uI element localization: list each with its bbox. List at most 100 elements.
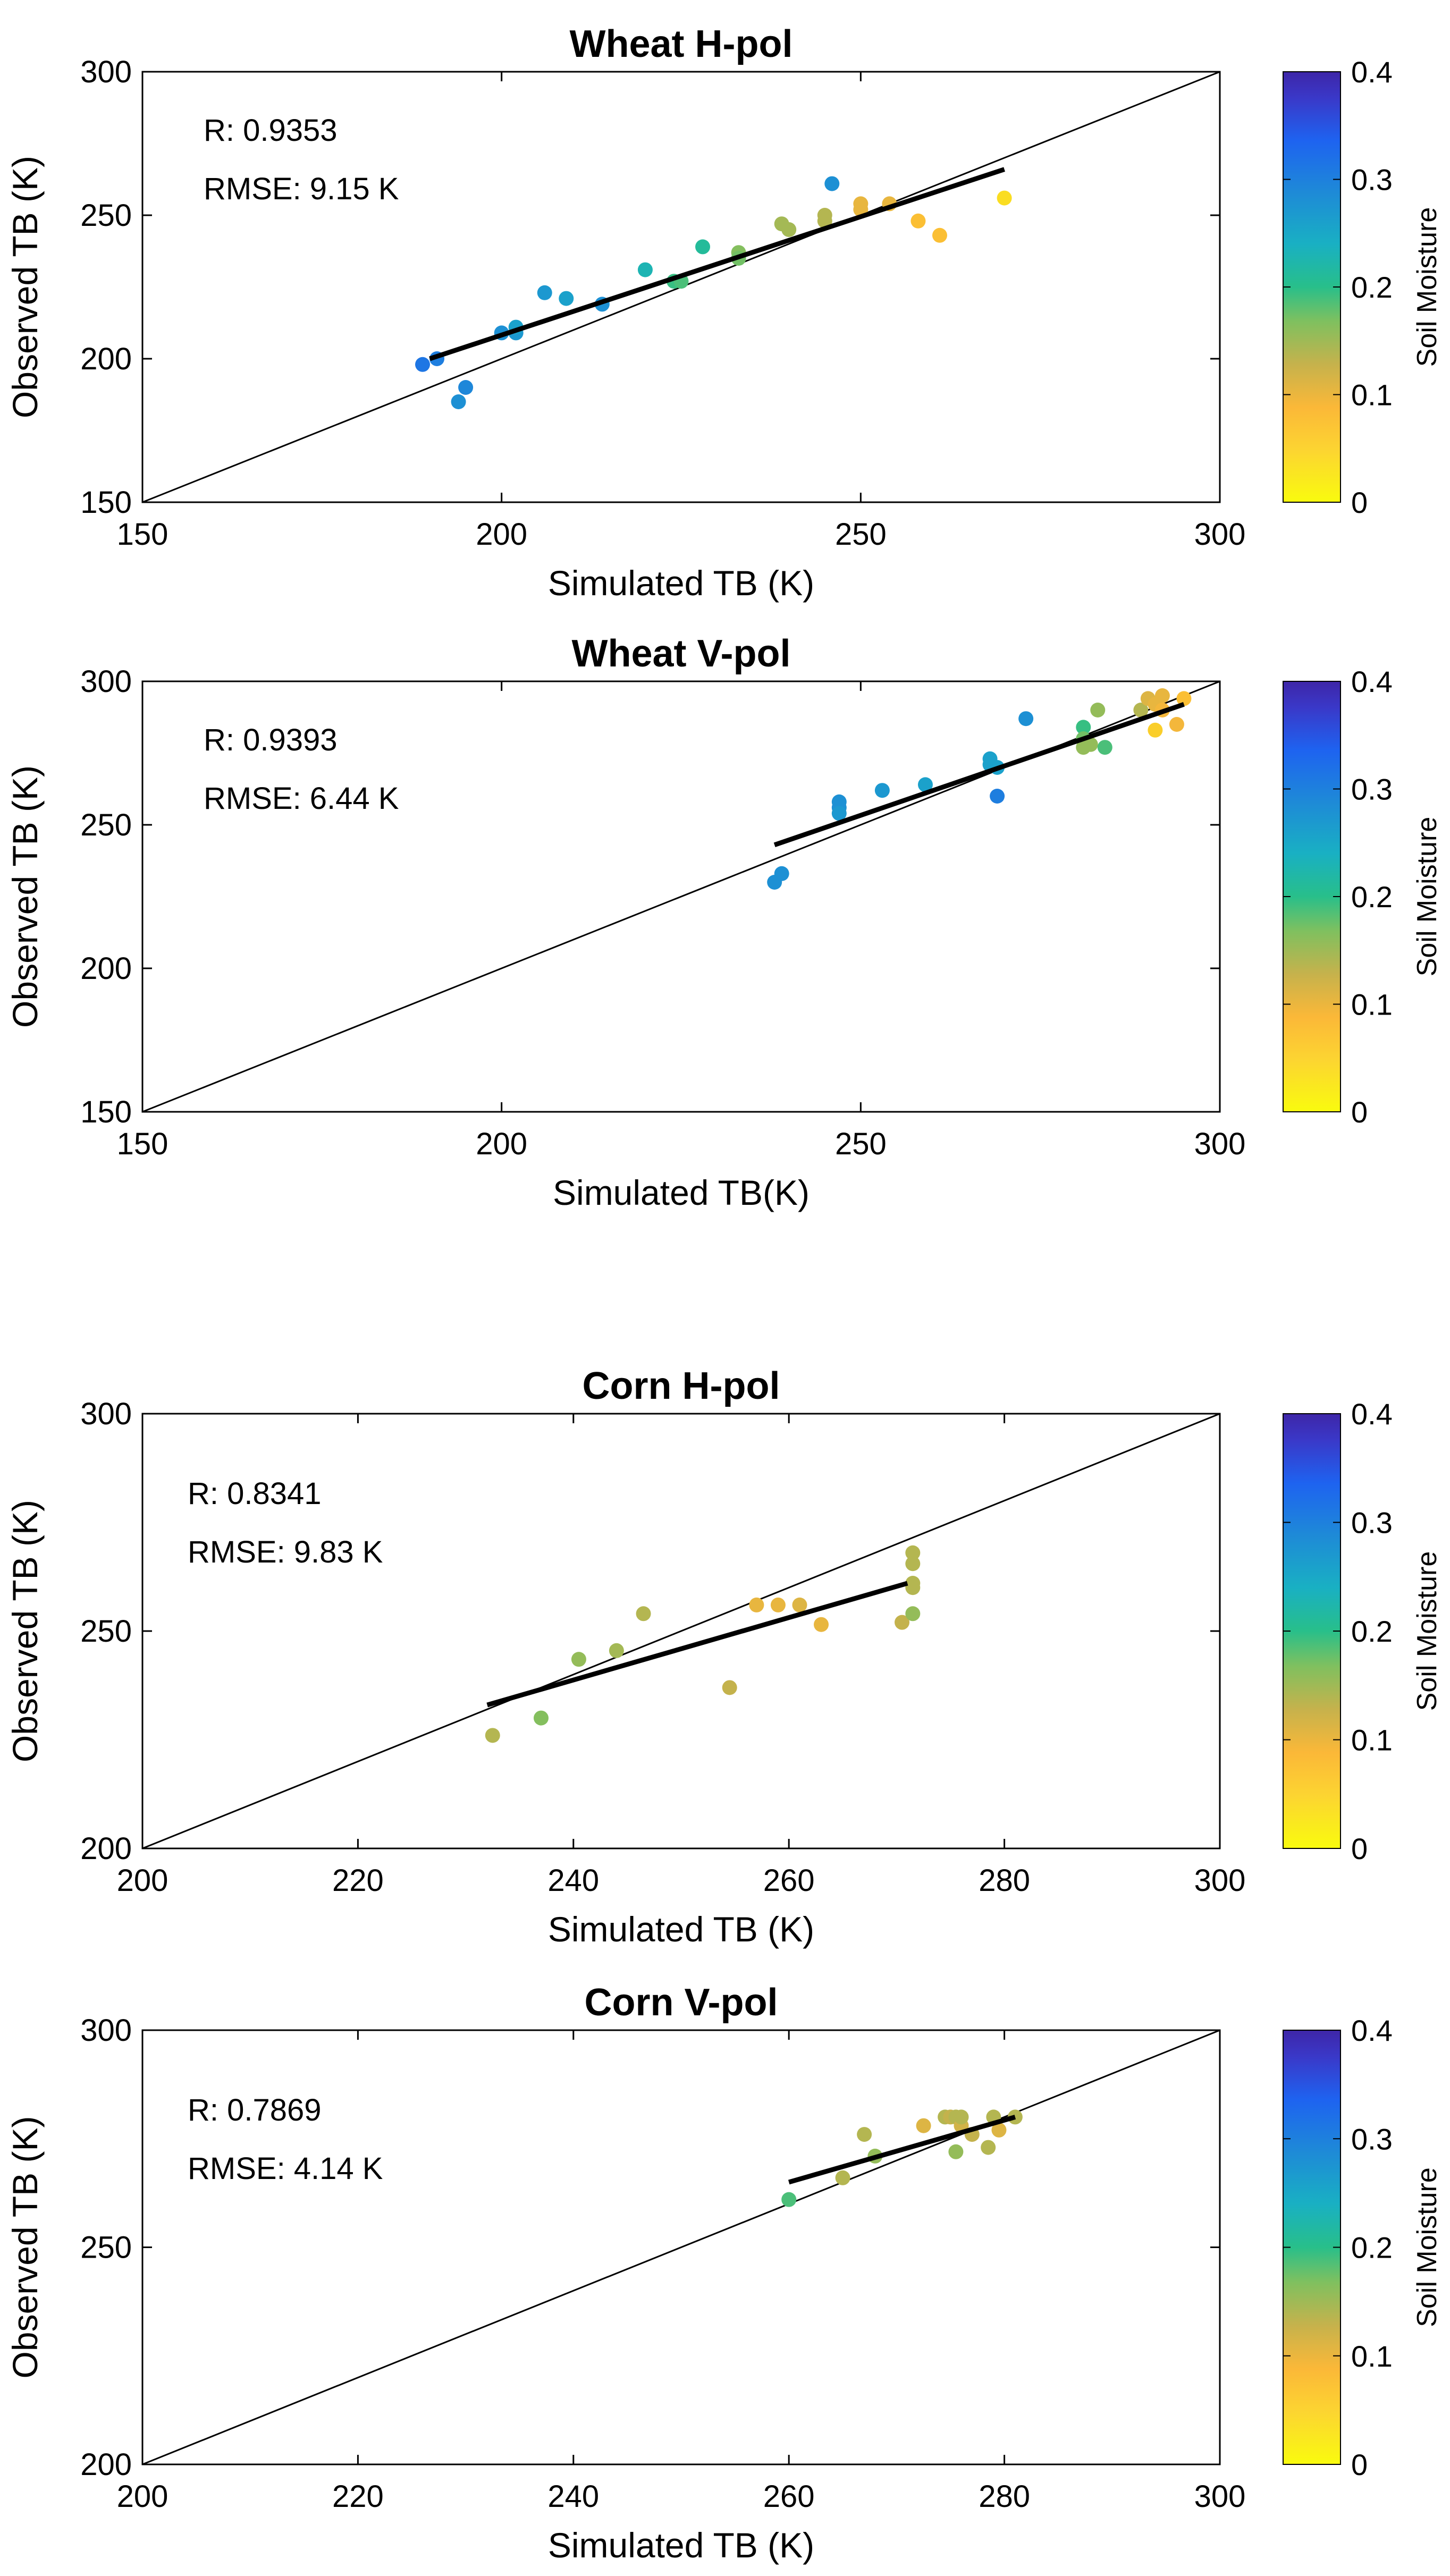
data-point (948, 2144, 964, 2159)
y-tick-label: 300 (80, 2013, 132, 2048)
colorbar-tick-label: 0 (1351, 1832, 1368, 1865)
x-tick-label: 260 (763, 2479, 815, 2514)
r-annotation: R: 0.9353 (204, 113, 338, 148)
data-point (1176, 691, 1192, 706)
data-point (749, 1597, 764, 1612)
x-tick-label: 200 (476, 517, 527, 552)
data-point (835, 2170, 850, 2185)
x-tick-label: 280 (979, 2479, 1030, 2514)
regression-line (788, 2115, 1016, 2185)
x-tick-label: 220 (332, 2479, 384, 2514)
x-tick-label: 150 (117, 1127, 168, 1161)
data-point (537, 285, 552, 300)
data-point (559, 291, 574, 306)
regression-line (486, 1581, 908, 1708)
y-tick-label: 250 (80, 808, 132, 842)
data-point (857, 2127, 872, 2142)
x-axis-label: Simulated TB(K) (553, 1173, 810, 1212)
one-to-one-line (142, 2029, 1220, 2465)
x-tick-label: 200 (117, 1863, 168, 1898)
y-tick-label: 250 (80, 198, 132, 233)
colorbar-tick-label: 0.3 (1351, 2122, 1393, 2156)
data-point (1148, 722, 1163, 738)
colorbar (1283, 681, 1341, 1112)
data-point (905, 1606, 921, 1621)
y-tick-label: 200 (80, 951, 132, 986)
colorbar-label: Soil Moisture (1412, 817, 1443, 977)
y-tick-label: 200 (80, 1831, 132, 1866)
x-tick-label: 300 (1194, 2479, 1246, 2514)
panel-0: Wheat H-pol 150 200 250 300 150 200 250 300 Simul… (5, 23, 1443, 603)
data-point (781, 2192, 797, 2207)
y-axis-label: Observed TB (K) (5, 2116, 45, 2379)
data-point (1083, 737, 1098, 752)
colorbar-tick-label: 0.1 (1351, 1724, 1393, 1757)
y-axis-label: Observed TB (K) (5, 156, 45, 418)
data-point (781, 222, 797, 237)
data-point (824, 176, 840, 191)
data-point (1097, 740, 1112, 755)
data-point (571, 1652, 586, 1667)
data-point (695, 239, 711, 255)
y-tick-label: 300 (80, 55, 132, 89)
data-point (990, 789, 1005, 804)
colorbar (1283, 71, 1341, 503)
x-tick-label: 150 (117, 517, 168, 552)
y-tick-label: 200 (80, 2447, 132, 2482)
colorbar-tick-label: 0.2 (1351, 271, 1393, 304)
rmse-annotation: RMSE: 9.15 K (204, 172, 399, 206)
regression-line (773, 702, 1185, 848)
x-tick-label: 250 (835, 517, 887, 552)
data-point (917, 777, 933, 792)
r-annotation: R: 0.8341 (188, 1476, 322, 1511)
data-point (533, 1710, 549, 1726)
plot-area (141, 71, 1221, 503)
x-tick-label: 220 (332, 1863, 384, 1898)
data-point (722, 1680, 737, 1695)
data-point (774, 866, 789, 881)
colorbar-tick-label: 0.1 (1351, 988, 1393, 1021)
x-tick-label: 240 (547, 1863, 599, 1898)
y-axis-label: Observed TB (K) (5, 1500, 45, 1762)
data-point (485, 1728, 500, 1743)
data-point (1154, 688, 1170, 703)
data-point (1090, 703, 1106, 717)
data-point (817, 213, 832, 229)
chart-title: Wheat V-pol (572, 632, 791, 675)
colorbar-tick-label: 0.2 (1351, 2231, 1393, 2265)
panel-1: Wheat V-pol 150 200 250 300 150 200 250 300 Simul… (5, 632, 1443, 1212)
panel-3: Corn V-pol 200 220 240 260 280 300 200 250 300 Sim… (5, 1981, 1443, 2565)
x-tick-label: 300 (1194, 1127, 1246, 1161)
data-point (1169, 717, 1184, 732)
y-tick-label: 300 (80, 1397, 132, 1431)
y-tick-label: 150 (80, 485, 132, 520)
x-tick-label: 260 (763, 1863, 815, 1898)
data-point (991, 2122, 1007, 2138)
y-tick-label: 300 (80, 664, 132, 699)
data-point (451, 394, 466, 409)
panel-2: Corn H-pol 200 220 240 260 280 300 200 250 300 Sim… (5, 1365, 1443, 1949)
colorbar-tick-label: 0.3 (1351, 773, 1393, 806)
data-point (1076, 720, 1091, 735)
rmse-annotation: RMSE: 9.83 K (188, 1535, 383, 1569)
colorbar-tick-label: 0.2 (1351, 1615, 1393, 1648)
colorbar-tick-label: 0.4 (1351, 2014, 1393, 2047)
data-point (905, 1545, 921, 1560)
data-point (954, 2109, 969, 2125)
y-tick-label: 200 (80, 342, 132, 376)
data-point (1133, 703, 1149, 717)
colorbar-tick-label: 0 (1351, 486, 1368, 519)
plot-area (141, 680, 1221, 1113)
y-tick-label: 250 (80, 2231, 132, 2265)
data-point (831, 806, 847, 821)
colorbar (1283, 2030, 1341, 2465)
x-tick-label: 300 (1194, 1863, 1246, 1898)
colorbar-tick-label: 0.3 (1351, 1506, 1393, 1540)
colorbar-tick-label: 0.4 (1351, 665, 1393, 698)
x-tick-label: 250 (835, 1127, 887, 1161)
data-point (609, 1643, 624, 1658)
rmse-annotation: RMSE: 4.14 K (188, 2151, 383, 2186)
data-point (905, 1576, 921, 1591)
colorbar-tick-label: 0.1 (1351, 378, 1393, 412)
